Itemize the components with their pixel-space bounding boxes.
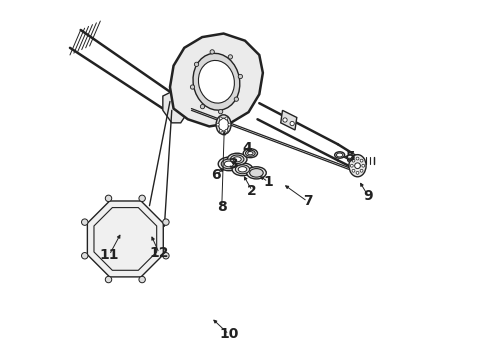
Circle shape [283, 118, 287, 122]
Circle shape [234, 97, 239, 101]
Ellipse shape [246, 167, 266, 179]
Circle shape [163, 219, 169, 225]
Text: 3: 3 [228, 157, 237, 171]
Circle shape [139, 276, 146, 283]
Ellipse shape [221, 159, 237, 169]
Polygon shape [281, 111, 297, 130]
Circle shape [360, 159, 363, 162]
Text: 6: 6 [212, 168, 221, 182]
Ellipse shape [249, 168, 263, 177]
Ellipse shape [193, 53, 240, 110]
Ellipse shape [233, 157, 241, 162]
Text: 4: 4 [242, 141, 252, 155]
Circle shape [190, 85, 195, 89]
Text: 7: 7 [303, 194, 312, 208]
Circle shape [355, 163, 360, 168]
Circle shape [228, 123, 231, 126]
Polygon shape [163, 91, 188, 123]
Ellipse shape [238, 167, 247, 172]
Ellipse shape [349, 155, 366, 177]
Circle shape [225, 129, 228, 132]
Circle shape [200, 104, 205, 109]
Circle shape [105, 195, 112, 202]
Circle shape [139, 195, 146, 202]
Circle shape [347, 158, 351, 162]
Polygon shape [170, 33, 263, 126]
Circle shape [219, 109, 223, 114]
Text: 5: 5 [345, 150, 355, 164]
Ellipse shape [219, 118, 228, 131]
Ellipse shape [235, 165, 249, 174]
Ellipse shape [227, 153, 247, 165]
Circle shape [225, 117, 228, 120]
Circle shape [195, 62, 198, 67]
Text: 9: 9 [364, 189, 373, 203]
Ellipse shape [243, 149, 258, 158]
Ellipse shape [216, 115, 231, 134]
Circle shape [228, 55, 232, 59]
Text: 12: 12 [149, 246, 169, 260]
Circle shape [210, 50, 214, 54]
Ellipse shape [335, 152, 344, 158]
Circle shape [238, 75, 243, 78]
Ellipse shape [247, 152, 253, 155]
Circle shape [220, 129, 222, 132]
Text: 10: 10 [219, 327, 239, 341]
Circle shape [352, 169, 355, 172]
Ellipse shape [230, 155, 244, 163]
Polygon shape [87, 201, 163, 277]
Circle shape [290, 121, 294, 126]
Circle shape [105, 276, 112, 283]
Text: 2: 2 [247, 184, 257, 198]
Circle shape [163, 253, 169, 259]
Ellipse shape [198, 60, 234, 103]
Text: 11: 11 [99, 248, 119, 262]
Circle shape [352, 159, 355, 162]
Text: 8: 8 [217, 200, 227, 214]
Ellipse shape [218, 157, 240, 171]
Circle shape [362, 164, 365, 167]
Ellipse shape [245, 150, 255, 156]
Circle shape [220, 117, 222, 120]
Circle shape [356, 171, 359, 174]
Circle shape [81, 253, 88, 259]
Text: 1: 1 [263, 175, 273, 189]
Ellipse shape [232, 163, 253, 176]
Circle shape [81, 219, 88, 225]
Circle shape [360, 169, 363, 172]
Circle shape [217, 123, 220, 126]
Circle shape [356, 157, 359, 160]
Circle shape [350, 164, 353, 167]
Ellipse shape [337, 153, 343, 157]
Ellipse shape [224, 161, 234, 167]
